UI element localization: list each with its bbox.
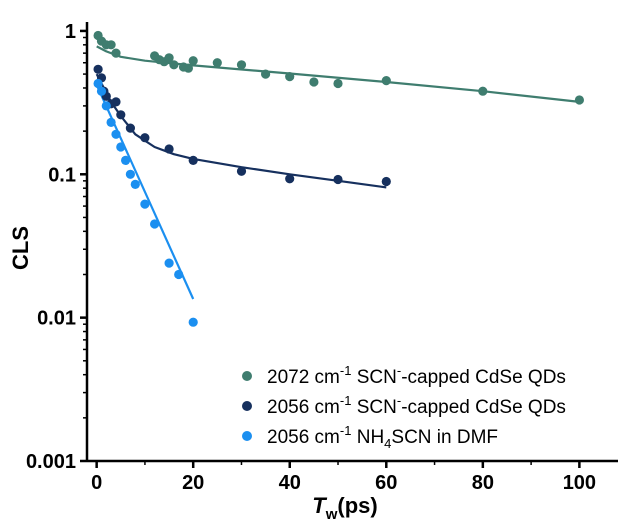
- data-point-series-3: [116, 142, 126, 152]
- legend-text-part: NH: [351, 427, 384, 448]
- data-point-series-3: [150, 219, 160, 229]
- legend-text-part: SCN: [351, 397, 396, 418]
- y-axis-label: CLS: [8, 226, 33, 270]
- legend-marker-series-1: [242, 371, 252, 381]
- legend-text-part: -capped CdSe QDs: [401, 397, 566, 418]
- data-point-series-3: [125, 169, 135, 179]
- x-tick-label: 80: [472, 472, 494, 494]
- y-tick-label: 1: [65, 21, 76, 43]
- legend-subscript: 4: [384, 436, 391, 451]
- legend-text-part: 2056 cm: [267, 397, 340, 418]
- data-point-series-2: [236, 166, 247, 176]
- data-point-series-1: [285, 72, 295, 82]
- data-point-series-2: [188, 155, 198, 165]
- x-tick-label: 40: [279, 472, 301, 494]
- data-point-series-3: [96, 86, 107, 96]
- legend-text-part: SCN: [351, 367, 396, 388]
- data-point-series-3: [130, 179, 140, 189]
- data-point-series-3: [164, 258, 174, 268]
- data-point-series-3: [140, 199, 150, 209]
- data-point-series-1: [478, 86, 488, 96]
- x-axis-label-unit: (ps): [337, 493, 377, 518]
- data-point-series-3: [111, 129, 121, 139]
- legend-superscript: -: [397, 363, 401, 378]
- data-point-series-2: [125, 123, 135, 133]
- data-point-series-2: [164, 144, 174, 154]
- legend-label-series-1: 2072 cm-1 SCN--capped CdSe QDs: [267, 363, 566, 388]
- legend-superscript: -1: [340, 363, 352, 378]
- data-point-series-1: [212, 58, 222, 68]
- data-point-series-2: [93, 64, 103, 74]
- data-point-series-1: [236, 60, 247, 70]
- data-points: [93, 30, 585, 327]
- data-point-series-2: [140, 133, 150, 143]
- data-point-series-1: [261, 69, 271, 79]
- data-point-series-2: [116, 110, 126, 120]
- data-point-series-1: [106, 40, 116, 50]
- data-point-series-1: [309, 77, 319, 87]
- legend-text-part: 2056 cm: [267, 427, 340, 448]
- data-point-series-1: [111, 48, 121, 58]
- data-point-series-1: [169, 60, 179, 70]
- data-point-series-2: [285, 174, 295, 184]
- legend-superscript: -1: [340, 423, 352, 438]
- axes: 1 0.1 0.01 0.001 0 20 40 60 80 100: [26, 21, 618, 494]
- data-point-series-3: [188, 317, 198, 327]
- legend-superscript: -1: [340, 393, 352, 408]
- legend-label-series-3: 2056 cm-1 NH4SCN in DMF: [267, 423, 498, 451]
- data-point-series-1: [183, 63, 193, 73]
- data-point-series-2: [381, 176, 391, 187]
- x-axis-label-symbol: T: [312, 493, 327, 518]
- y-tick-label: 0.001: [26, 451, 76, 473]
- legend-superscript: -: [397, 393, 401, 408]
- data-point-series-1: [333, 78, 343, 89]
- y-tick-label: 0.01: [37, 308, 76, 330]
- fit-line-series-3: [95, 84, 195, 300]
- data-point-series-2: [333, 174, 343, 185]
- legend-marker-series-2: [242, 401, 252, 411]
- x-tick-label: 60: [375, 472, 397, 494]
- x-tick-label: 20: [182, 472, 204, 494]
- data-point-series-3: [101, 101, 111, 111]
- data-point-series-3: [174, 269, 184, 280]
- legend-marker-series-3: [242, 431, 252, 441]
- x-tick-label: 100: [563, 472, 596, 494]
- legend-label-series-2: 2056 cm-1 SCN--capped CdSe QDs: [267, 393, 566, 418]
- legend-text-part: 2072 cm: [267, 367, 340, 388]
- legend-text-part: -capped CdSe QDs: [401, 367, 566, 388]
- y-tick-label: 0.1: [48, 164, 76, 186]
- data-point-series-1: [188, 56, 198, 66]
- data-point-series-2: [111, 97, 121, 107]
- data-point-series-1: [381, 76, 391, 86]
- data-point-series-1: [574, 95, 585, 105]
- x-axis-label-subscript: w: [325, 506, 338, 523]
- data-point-series-3: [93, 78, 103, 89]
- data-point-series-3: [106, 117, 116, 127]
- data-point-series-1: [164, 53, 174, 63]
- x-tick-label: 0: [91, 472, 102, 494]
- data-point-series-3: [121, 155, 131, 165]
- x-axis-label: Tw(ps): [312, 493, 377, 523]
- legend-text-part: SCN in DMF: [391, 427, 498, 448]
- fit-line-series-1: [96, 45, 580, 103]
